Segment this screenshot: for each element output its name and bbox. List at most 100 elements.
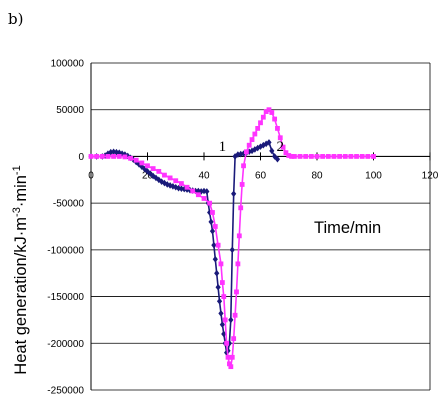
data-point	[215, 242, 221, 248]
data-point	[219, 280, 225, 285]
data-point	[246, 142, 252, 148]
data-point	[236, 233, 242, 239]
data-point	[272, 116, 278, 122]
data-point	[145, 163, 150, 169]
data-point	[212, 255, 218, 263]
data-point	[354, 154, 359, 159]
data-point	[243, 149, 249, 155]
data-point	[239, 182, 245, 187]
data-point	[224, 340, 229, 346]
data-point	[99, 154, 105, 159]
data-point	[297, 154, 303, 159]
data-point	[88, 154, 94, 159]
data-point	[308, 154, 314, 159]
data-point	[116, 154, 122, 159]
data-point	[286, 153, 292, 158]
data-point	[178, 185, 184, 192]
data-point	[214, 269, 220, 277]
y-axis-title-superscript: -1	[11, 165, 23, 175]
y-axis-title-superscript: -3	[11, 207, 23, 217]
data-point	[201, 196, 207, 201]
data-point	[269, 110, 275, 115]
data-point	[283, 150, 289, 156]
data-point	[228, 364, 234, 370]
data-point	[128, 155, 133, 161]
data-point	[105, 154, 111, 159]
data-point	[277, 135, 283, 141]
data-point	[184, 184, 190, 190]
data-point	[371, 154, 376, 159]
x-axis-title: Time/min	[314, 219, 381, 237]
data-point	[201, 187, 207, 195]
data-point	[221, 294, 227, 299]
data-point	[227, 361, 232, 367]
data-point	[231, 336, 237, 342]
data-point	[348, 154, 354, 159]
data-point	[255, 144, 261, 152]
data-point	[108, 148, 114, 156]
panel-label: b)	[8, 10, 23, 28]
data-point	[159, 178, 165, 185]
data-point	[274, 155, 281, 163]
data-point	[303, 154, 309, 159]
data-point	[229, 354, 235, 360]
y-tick-label: -200000	[47, 339, 84, 350]
y-tick-label: -100000	[47, 245, 84, 256]
data-point	[325, 154, 331, 159]
series-2	[88, 107, 376, 370]
data-point	[179, 181, 184, 186]
data-point	[133, 157, 139, 163]
data-point	[209, 227, 216, 235]
x-tick-label: 100	[365, 170, 382, 181]
x-tick-labels: 0 20 40 60 80 100 120	[88, 170, 439, 181]
data-point	[111, 154, 116, 159]
data-point	[365, 154, 371, 159]
data-point	[275, 126, 280, 131]
data-point	[289, 154, 294, 159]
data-point	[238, 205, 244, 211]
data-point	[210, 210, 215, 215]
data-point	[342, 154, 348, 159]
data-point	[314, 154, 320, 159]
data-point	[162, 172, 167, 178]
data-point	[211, 241, 217, 249]
data-point	[252, 131, 258, 137]
data-point	[229, 246, 235, 254]
data-point	[122, 154, 128, 160]
data-point	[164, 181, 170, 188]
data-point	[212, 224, 218, 229]
data-point	[225, 354, 231, 360]
data-point	[269, 147, 275, 155]
data-point	[150, 172, 156, 180]
data-point	[359, 154, 365, 159]
data-point	[266, 107, 272, 113]
data-point	[222, 317, 228, 323]
y-axis-title-part: Heat generation/kJ·m	[12, 217, 30, 375]
data-point	[234, 289, 239, 295]
data-point	[204, 188, 210, 195]
annotation-1: 1	[219, 139, 227, 155]
data-point	[218, 261, 224, 267]
data-point	[139, 160, 145, 166]
data-point	[173, 183, 179, 191]
data-point	[190, 188, 196, 194]
data-point	[337, 154, 342, 159]
data-point	[292, 154, 297, 159]
y-tick-label: 0	[78, 152, 84, 163]
y-axis-title: Heat generation/kJ·m-3·min-1	[11, 165, 30, 374]
data-point	[255, 126, 261, 131]
data-point	[280, 144, 286, 150]
x-tick-label: 20	[142, 170, 154, 181]
data-point	[156, 168, 162, 174]
y-tick-label: 100000	[51, 59, 85, 70]
y-tick-label: 50000	[56, 105, 84, 116]
series-1-line	[91, 141, 279, 355]
data-point	[258, 120, 263, 126]
data-point	[113, 148, 120, 156]
data-point	[263, 140, 269, 148]
data-point	[263, 109, 269, 114]
x-tick-label: 60	[255, 170, 267, 181]
data-point	[221, 330, 227, 338]
